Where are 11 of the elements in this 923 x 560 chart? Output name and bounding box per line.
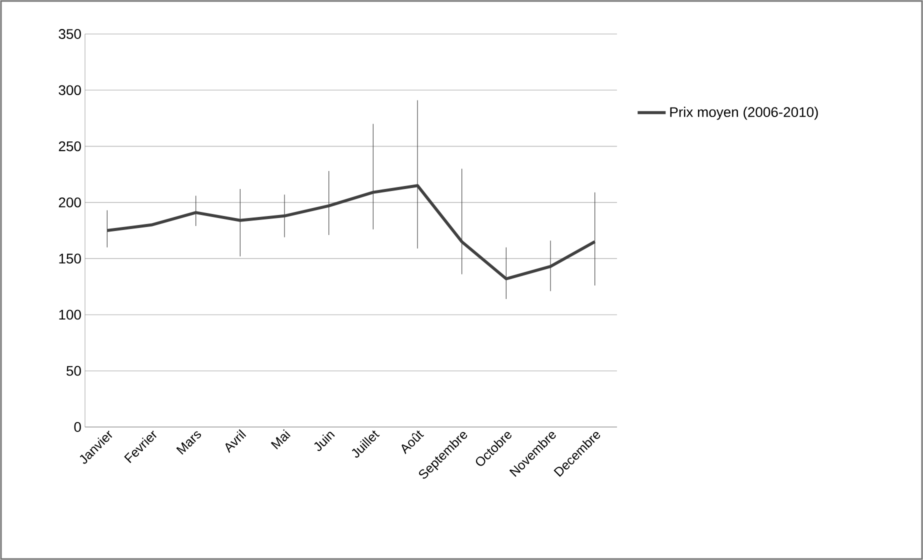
y-tick-label: 300 [58, 85, 81, 96]
x-tick-label: Juin [314, 432, 335, 452]
y-tick-label: 200 [58, 197, 81, 208]
y-tick-label: 50 [66, 366, 81, 376]
y-tick-label: 0 [74, 422, 81, 432]
y-tick-label: 250 [58, 141, 81, 152]
y-tick-label: 150 [59, 254, 81, 264]
y-tick-label: 350 [58, 29, 81, 39]
x-tick-label: Mai [270, 429, 291, 450]
y-tick-label: 100 [59, 310, 81, 320]
legend-label: Prix moyen (2006-2010) [670, 106, 818, 120]
